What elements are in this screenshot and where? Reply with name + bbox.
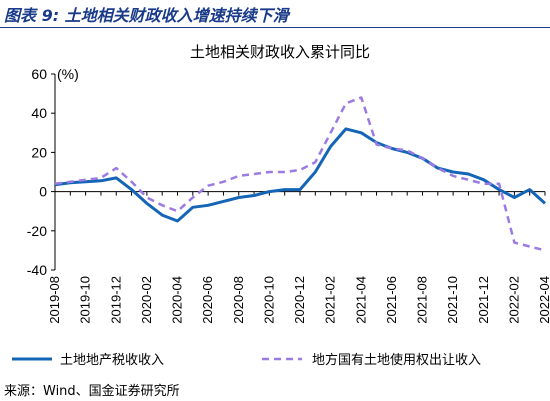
x-tick-label: 2021-04	[353, 276, 368, 324]
series-line-tax	[54, 127, 547, 223]
x-tick-label: 2020-12	[292, 276, 307, 324]
x-tick-label: 2021-02	[323, 276, 338, 324]
x-tick-label: 2022-02	[506, 276, 521, 324]
y-tick-label: -40	[27, 262, 47, 278]
figure-title: 图表 9: 土地相关财政收入增速持续下滑	[4, 6, 289, 25]
x-tick-label: 2020-10	[261, 276, 276, 324]
legend-label-tax: 土地地产税收收入	[60, 353, 164, 368]
x-tick-label: 2022-04	[537, 276, 550, 324]
x-tick-label: 2019-12	[108, 276, 123, 324]
series-line-land-sale	[54, 96, 546, 252]
x-tick-label: 2020-06	[200, 276, 215, 324]
x-tick-label: 2020-08	[231, 276, 246, 324]
chart-title: 土地相关财政收入累计同比	[190, 43, 370, 61]
y-axis-unit: (%)	[57, 66, 79, 82]
x-tick-label: 2021-12	[476, 276, 491, 324]
x-tick-label: 2019-10	[78, 276, 93, 324]
x-tick-label: 2021-08	[415, 276, 430, 324]
x-tick-label: 2020-04	[170, 276, 185, 324]
x-tick-label: 2020-02	[139, 276, 154, 324]
title-divider	[0, 27, 550, 28]
y-tick-label: -20	[27, 223, 47, 239]
x-tick-label: 2021-10	[445, 276, 460, 324]
source-note: 来源：Wind、国金证券研究所	[4, 384, 180, 399]
x-tick-label: 2021-06	[384, 276, 399, 324]
y-tick-label: 0	[39, 184, 47, 200]
y-tick-label: 60	[31, 66, 47, 82]
y-tick-label: 40	[31, 105, 47, 121]
x-tick-label: 2019-08	[47, 276, 62, 324]
legend-label-land-sale: 地方国有土地使用权出让收入	[312, 352, 481, 368]
y-tick-label: 20	[31, 144, 47, 160]
